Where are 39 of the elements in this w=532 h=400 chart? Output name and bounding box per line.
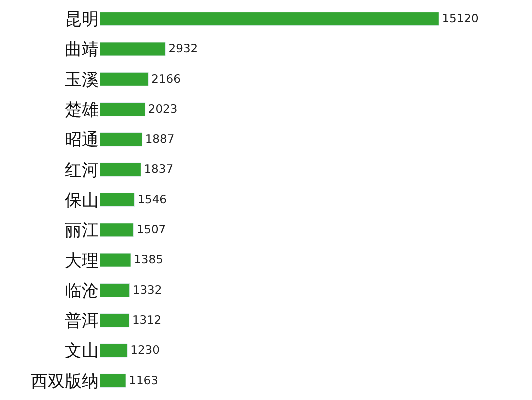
y-tick-label: 西双版纳 (31, 372, 99, 392)
bar (100, 12, 440, 26)
y-tick-label: 玉溪 (65, 70, 99, 90)
y-tick-label: 红河 (65, 160, 99, 181)
y-tick-label: 文山 (65, 342, 99, 362)
data-label: 1230 (130, 343, 160, 358)
y-tick-label: 大理 (65, 251, 99, 272)
y-tick-label: 保山 (65, 190, 99, 211)
data-label: 1507 (136, 222, 166, 237)
data-label: 2166 (152, 72, 181, 86)
data-label: 15120 (442, 11, 479, 26)
data-label: 2932 (168, 42, 198, 56)
data-label: 1332 (132, 282, 162, 297)
bar (100, 314, 130, 328)
bar (100, 162, 142, 177)
y-tick-label: 楚雄 (65, 100, 99, 120)
bar (100, 374, 126, 388)
y-tick-label: 丽江 (65, 221, 99, 242)
y-tick-label: 昆明 (65, 10, 99, 30)
y-tick-label: 曲靖 (65, 40, 99, 60)
bar (100, 42, 166, 56)
data-label: 1385 (134, 252, 164, 267)
bar (100, 283, 130, 298)
bar (100, 223, 134, 238)
data-label: 1837 (144, 162, 174, 176)
y-tick-label: 普洱 (65, 312, 99, 332)
bar (100, 253, 132, 268)
data-label: 1163 (129, 373, 158, 388)
data-label: 2023 (148, 102, 178, 116)
bar (100, 72, 149, 86)
bar (100, 192, 135, 208)
data-label: 1887 (145, 132, 175, 146)
data-label: 1312 (132, 313, 162, 328)
bar (100, 344, 128, 358)
data-label: 1546 (138, 192, 168, 206)
bar (100, 102, 146, 117)
y-tick-label: 临沧 (65, 281, 99, 302)
y-tick-label: 昭通 (65, 130, 99, 151)
bar (100, 132, 143, 147)
